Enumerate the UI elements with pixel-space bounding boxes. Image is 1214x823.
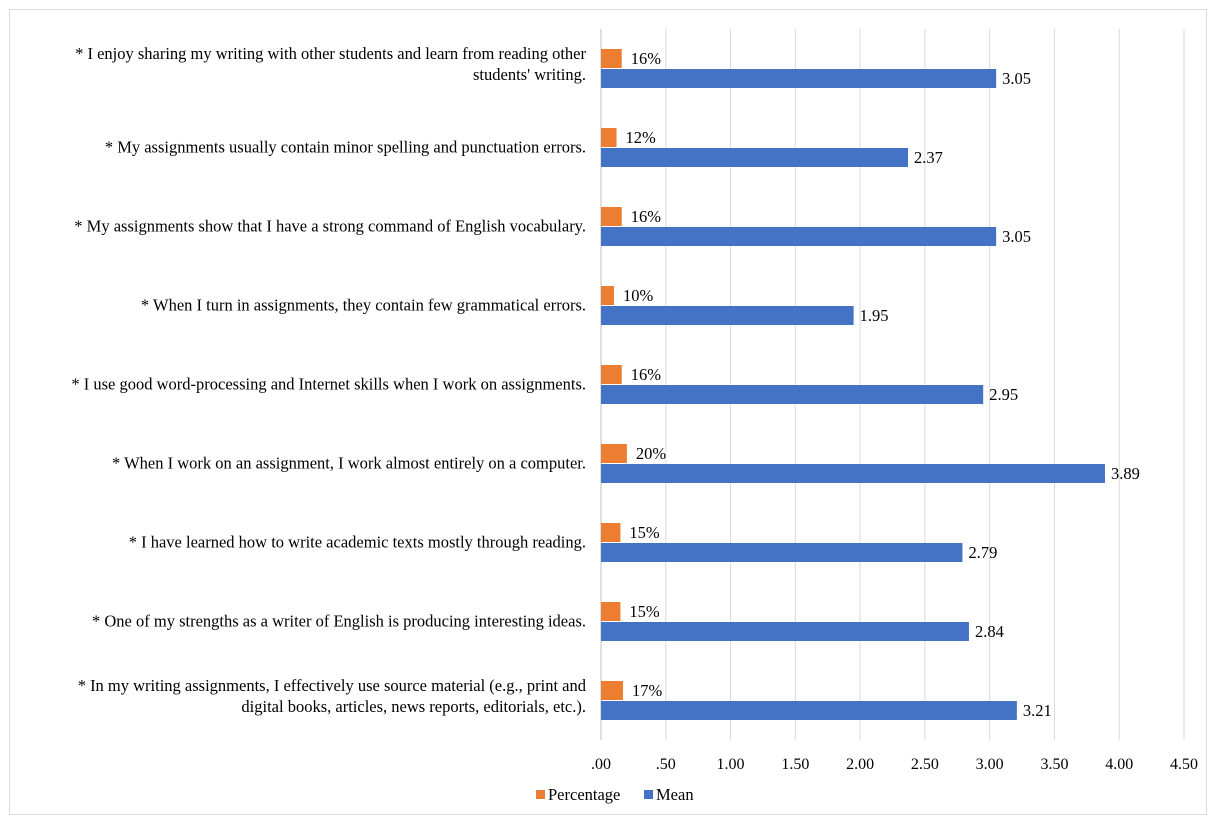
category-label: * One of my strengths as a writer of Eng… — [92, 612, 586, 631]
x-tick-label: 1.50 — [781, 756, 809, 773]
legend: Percentage Mean — [536, 785, 694, 804]
category-labels: * I enjoy sharing my writing with other … — [71, 44, 586, 716]
mean-data-label: 2.84 — [975, 622, 1004, 641]
percentage-bar — [601, 49, 622, 68]
x-tick-label: .50 — [656, 756, 676, 773]
percentage-data-label: 10% — [623, 286, 654, 305]
mean-data-label: 3.21 — [1023, 701, 1052, 720]
percentage-bar — [601, 681, 624, 700]
mean-data-label: 3.05 — [1002, 69, 1031, 88]
gridlines — [600, 29, 1185, 740]
percentage-bar — [601, 286, 614, 305]
percentage-bar — [601, 128, 617, 147]
category-label: * My assignments show that I have a stro… — [74, 217, 586, 236]
legend-percentage-swatch — [536, 790, 545, 799]
percentage-bar — [601, 207, 622, 226]
x-tick-label: 1.00 — [717, 756, 745, 773]
category-label: * My assignments usually contain minor s… — [105, 138, 586, 157]
mean-bar — [601, 464, 1105, 483]
percentage-data-label: 15% — [629, 602, 660, 621]
category-label: * I use good word-processing and Interne… — [71, 375, 586, 394]
mean-data-label: 2.95 — [989, 385, 1018, 404]
percentage-bar — [601, 523, 621, 542]
mean-bar — [601, 543, 963, 562]
percentage-data-label: 15% — [629, 523, 660, 542]
category-label: * In my writing assignments, I effective… — [78, 676, 587, 716]
x-tick-label: 4.00 — [1105, 756, 1133, 773]
percentage-bar — [601, 444, 627, 463]
x-tick-label: 2.00 — [846, 756, 874, 773]
mean-data-label: 1.95 — [860, 306, 889, 325]
mean-bar — [601, 622, 969, 641]
x-tick-label: .00 — [591, 756, 611, 773]
legend-mean-label: Mean — [656, 785, 694, 804]
percentage-data-label: 16% — [631, 49, 662, 68]
percentage-data-label: 17% — [632, 681, 663, 700]
x-tick-label: 3.00 — [976, 756, 1004, 773]
percentage-data-label: 20% — [636, 444, 667, 463]
x-tick-label: 4.50 — [1170, 756, 1198, 773]
mean-bar — [601, 227, 997, 246]
mean-bar — [601, 701, 1017, 720]
x-tick-label: 2.50 — [911, 756, 939, 773]
legend-mean-swatch — [644, 790, 653, 799]
mean-bar — [601, 148, 909, 167]
percentage-data-label: 16% — [631, 207, 662, 226]
mean-data-label: 3.89 — [1111, 464, 1140, 483]
percentage-bar — [601, 602, 621, 621]
x-axis-ticks: .00 .50 1.00 1.50 2.00 2.50 3.00 3.50 4.00 4.50 — [591, 756, 1198, 773]
mean-data-label: 2.79 — [968, 543, 997, 562]
percentage-data-label: 12% — [626, 128, 657, 147]
percentage-data-label: 16% — [631, 365, 662, 384]
mean-bar — [601, 385, 984, 404]
mean-bar — [601, 306, 854, 325]
mean-data-label: 2.37 — [914, 148, 943, 167]
mean-bar — [601, 69, 997, 88]
category-label: * When I work on an assignment, I work a… — [112, 454, 586, 473]
bars: 16% 3.05 12% 2.37 16% 3.05 10% 1.95 16% 2.95 20% 3.… — [601, 49, 1140, 720]
category-label: * I have learned how to write academic t… — [129, 533, 586, 552]
category-label: * When I turn in assignments, they conta… — [141, 296, 586, 315]
legend-percentage-label: Percentage — [548, 785, 620, 804]
mean-data-label: 3.05 — [1002, 227, 1031, 246]
category-label: * I enjoy sharing my writing with other … — [75, 44, 586, 84]
percentage-bar — [601, 365, 622, 384]
x-tick-label: 3.50 — [1040, 756, 1068, 773]
